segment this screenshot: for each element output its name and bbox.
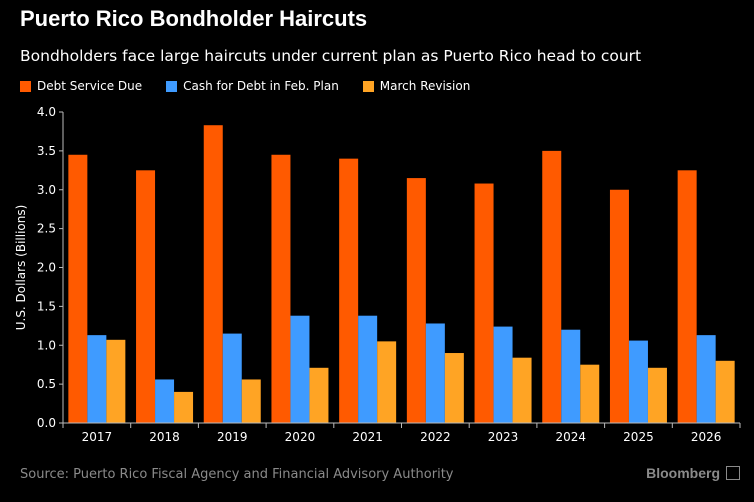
bar-march-revision-2018 [174,391,194,423]
bar-march-revision-2024 [580,364,600,423]
bar-cash-for-debt-in-feb-plan-2020 [290,315,310,423]
bar-march-revision-2017 [106,339,126,423]
brand-name: Bloomberg [646,465,720,481]
bar-cash-for-debt-in-feb-plan-2019 [222,333,242,423]
bar-debt-service-due-2019 [203,125,223,423]
x-tick-label: 2026 [691,430,722,444]
x-tick-label: 2021 [352,430,383,444]
bar-march-revision-2025 [647,367,667,423]
bar-cash-for-debt-in-feb-plan-2018 [155,379,175,423]
x-tick-label: 2018 [149,430,180,444]
legend-item-march-revision: March Revision [362,79,471,93]
x-tick-label: 2023 [488,430,519,444]
bar-cash-for-debt-in-feb-plan-2021 [358,315,378,423]
y-tick-label: 0.5 [37,377,56,391]
bar-march-revision-2021 [377,341,397,423]
y-tick-label: 0.0 [37,416,56,430]
bar-march-revision-2022 [444,353,464,423]
y-axis-label: U.S. Dollars (Billions) [14,205,28,331]
bar-cash-for-debt-in-feb-plan-2026 [696,335,716,423]
brand: Bloomberg [646,465,740,481]
bar-march-revision-2020 [309,367,329,423]
y-tick-label: 4.0 [37,105,56,119]
source-note: Source: Puerto Rico Fiscal Agency and Fi… [20,467,454,482]
x-tick-label: 2017 [82,430,113,444]
y-tick-label: 3.0 [37,183,56,197]
chart-subtitle: Bondholders face large haircuts under cu… [20,47,642,65]
bar-debt-service-due-2023 [474,183,494,423]
bar-cash-for-debt-in-feb-plan-2022 [425,323,445,423]
y-tick-label: 2.5 [37,222,56,236]
bar-cash-for-debt-in-feb-plan-2025 [628,340,648,423]
legend-label-cash-for-debt: Cash for Debt in Feb. Plan [183,79,339,93]
chart-title: Puerto Rico Bondholder Haircuts [20,6,368,31]
bar-debt-service-due-2026 [677,170,697,423]
bar-debt-service-due-2020 [271,154,291,423]
y-tick-label: 1.0 [37,338,56,352]
legend-item-debt-service: Debt Service Due [20,79,142,93]
x-tick-label: 2024 [555,430,586,444]
y-tick-label: 3.5 [37,144,56,158]
legend-label-debt-service: Debt Service Due [37,79,143,93]
bar-march-revision-2019 [241,379,261,423]
legend-item-cash-for-debt: Cash for Debt in Feb. Plan [166,79,339,93]
x-tick-label: 2019 [217,430,248,444]
bar-cash-for-debt-in-feb-plan-2023 [493,326,513,423]
bar-debt-service-due-2018 [136,170,156,423]
legend: Debt Service Due Cash for Debt in Feb. P… [20,79,470,93]
y-tick-label: 1.5 [37,299,56,313]
bar-march-revision-2023 [512,357,532,423]
legend-swatch-cash-for-debt [166,80,178,92]
bar-debt-service-due-2017 [68,154,88,423]
bar-debt-service-due-2024 [542,150,562,423]
x-tick-label: 2025 [623,430,654,444]
bar-debt-service-due-2021 [339,158,359,423]
legend-swatch-debt-service [20,80,31,92]
legend-swatch-march-revision [362,80,374,92]
bar-cash-for-debt-in-feb-plan-2024 [561,329,581,423]
bar-cash-for-debt-in-feb-plan-2017 [87,335,107,423]
bar-debt-service-due-2022 [406,178,426,423]
legend-label-march-revision: March Revision [379,79,471,93]
y-tick-label: 2.0 [37,261,56,275]
bar-march-revision-2026 [715,360,735,423]
x-tick-label: 2022 [420,430,451,444]
x-tick-label: 2020 [285,430,316,444]
bloomberg-logo-icon [726,466,740,480]
bar-debt-service-due-2025 [609,189,629,423]
